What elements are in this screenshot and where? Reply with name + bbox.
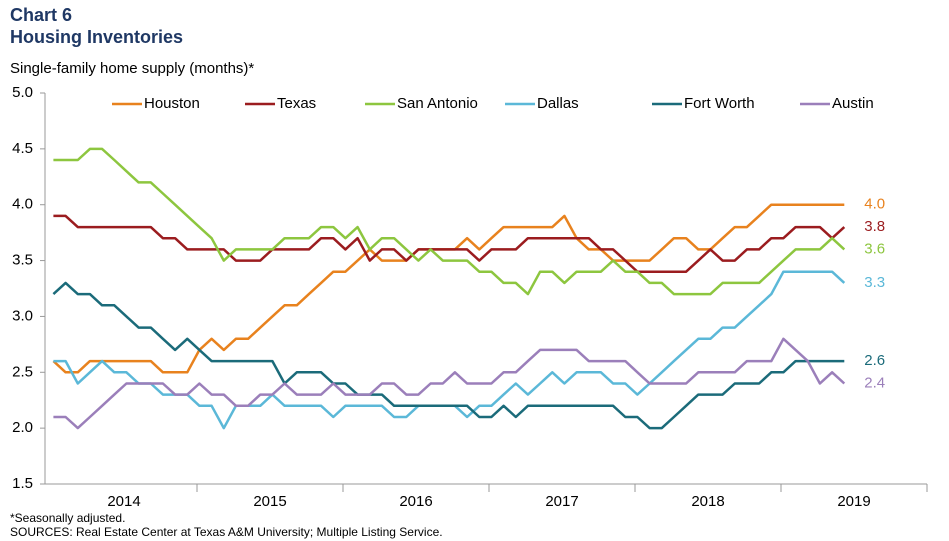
x-tick-label: 2017 xyxy=(545,493,578,510)
x-tick-label: 2016 xyxy=(399,493,432,510)
series-line xyxy=(53,337,846,430)
chart-subtitle: Housing Inventories xyxy=(10,27,183,47)
footnote: *Seasonally adjusted. xyxy=(10,511,125,525)
legend-label: Dallas xyxy=(537,95,579,112)
y-axis-label: Single-family home supply (months)* xyxy=(10,60,254,77)
y-tick-label: 3.5 xyxy=(12,252,33,269)
legend-label: Fort Worth xyxy=(684,95,755,112)
series-line xyxy=(52,281,845,430)
y-tick-label: 5.0 xyxy=(12,84,33,101)
x-tick-label: 2018 xyxy=(691,493,724,510)
y-tick-label: 4.5 xyxy=(12,140,33,157)
y-tick-label: 2.5 xyxy=(12,363,33,380)
y-tick-label: 3.0 xyxy=(12,307,33,324)
end-label: 3.6 xyxy=(864,240,885,257)
legend-label: Austin xyxy=(832,95,874,112)
legend-label: Texas xyxy=(277,95,316,112)
source-note: SOURCES: Real Estate Center at Texas A&M… xyxy=(10,525,443,539)
legend-label: Houston xyxy=(144,95,200,112)
x-tick-label: 2015 xyxy=(253,493,286,510)
y-tick-label: 4.0 xyxy=(12,196,33,213)
end-label: 3.8 xyxy=(864,218,885,235)
end-label: 3.3 xyxy=(864,274,885,291)
legend-label: San Antonio xyxy=(397,95,478,112)
x-tick-label: 2019 xyxy=(837,493,870,510)
end-label: 2.4 xyxy=(864,374,885,391)
x-tick-label: 2014 xyxy=(107,493,140,510)
series-line xyxy=(53,214,846,273)
end-label: 2.6 xyxy=(864,352,885,369)
end-label: 4.0 xyxy=(864,196,885,213)
series-line xyxy=(53,147,846,296)
chart-title: Chart 6 xyxy=(10,5,72,25)
y-tick-label: 2.0 xyxy=(12,419,33,436)
y-tick-label: 1.5 xyxy=(12,475,33,492)
